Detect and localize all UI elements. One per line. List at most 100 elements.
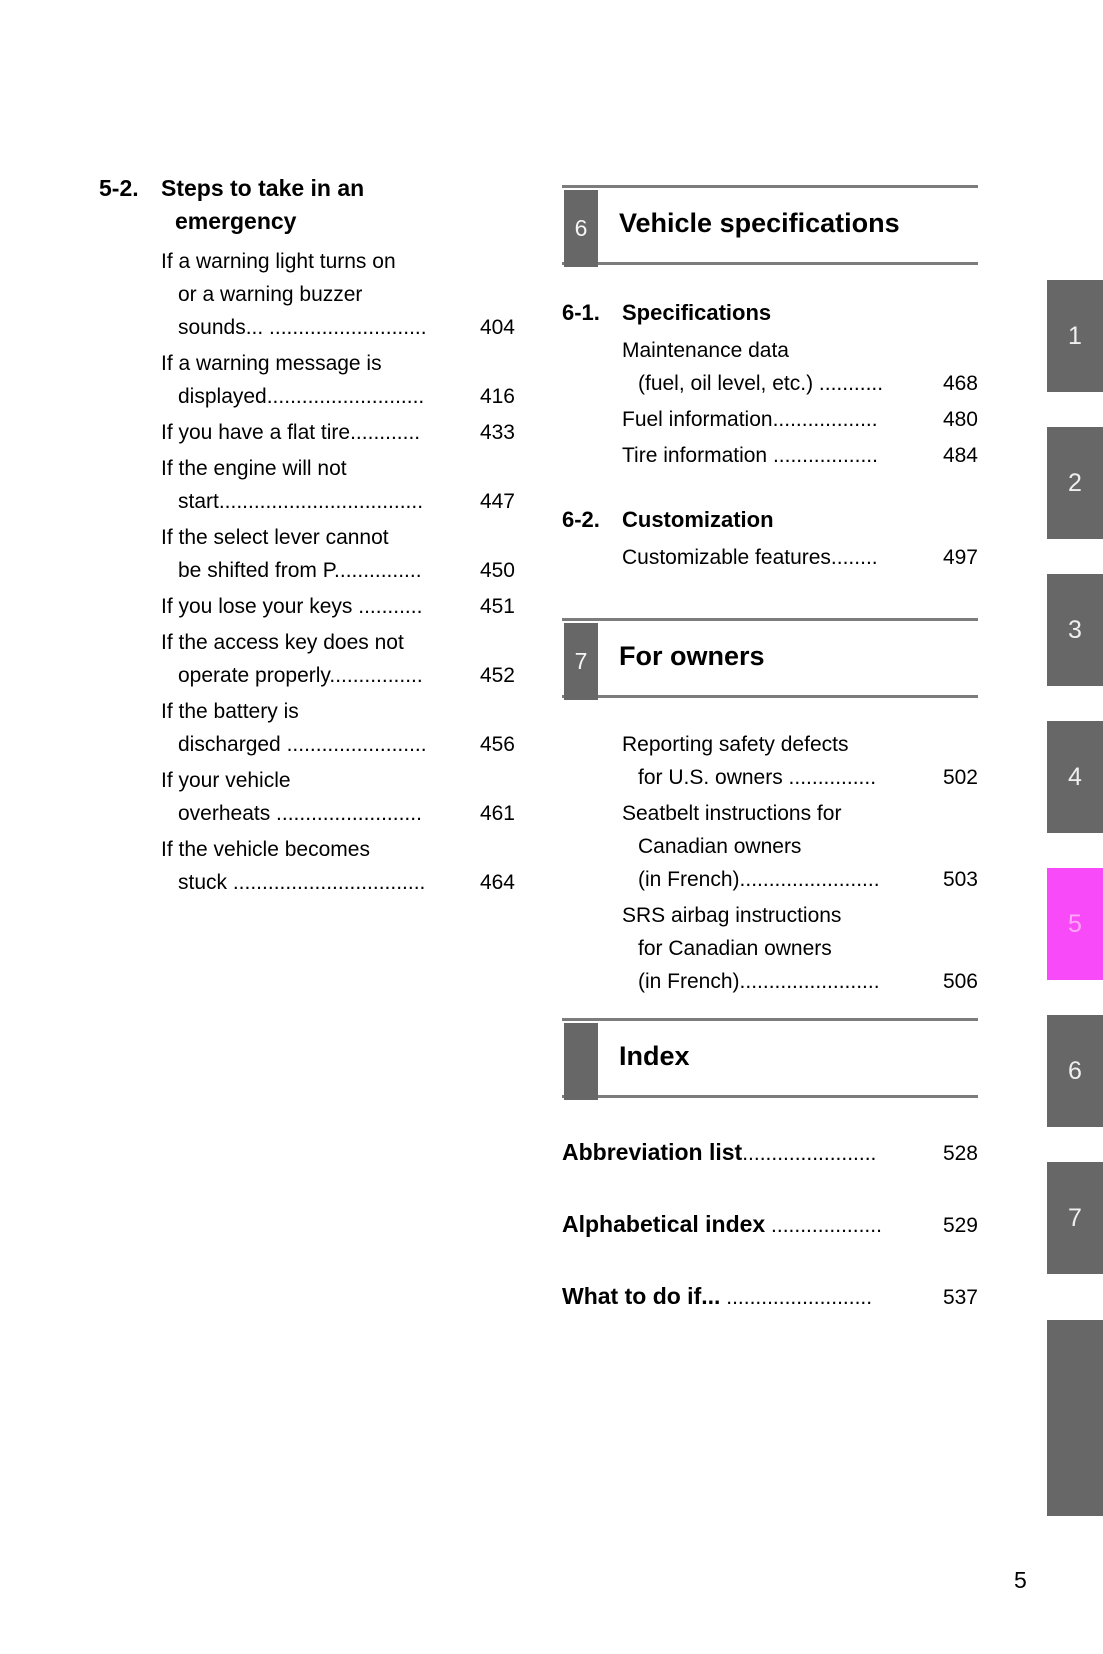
toc-entry-page: 450 xyxy=(479,559,515,582)
index-entry-dots: ......................... xyxy=(720,1286,873,1309)
toc-entry-line: Seatbelt instructions for xyxy=(622,802,842,825)
toc-entry-page: 433 xyxy=(479,421,515,444)
toc-entry-lastline: for U.S. owners ............... 502 xyxy=(638,761,978,794)
toc-entry: If the battery is discharged ............… xyxy=(161,695,515,761)
index-entry-title: Alphabetical index ................... xyxy=(562,1210,882,1240)
section-title-line: Steps to take in an xyxy=(161,175,365,201)
toc-entry-line: Maintenance data xyxy=(622,339,789,362)
toc-entry-lastline: sounds... ........................... 404 xyxy=(178,311,515,344)
chapter-header-6: 6 Vehicle specifications xyxy=(562,185,978,267)
toc-entry-text: If you lose your keys ........... xyxy=(161,595,423,618)
subsection: 6-1. Specifications Maintenance data (fuel,… xyxy=(562,296,978,472)
toc-entry: If the engine will not start.............… xyxy=(161,452,515,518)
toc-entry-page: 461 xyxy=(479,802,515,825)
toc-entry-lastline: displayed........................... 416 xyxy=(178,380,515,413)
side-tab-6: 6 xyxy=(1047,1015,1103,1127)
toc-entry: SRS airbag instructions for Canadian owne… xyxy=(622,899,978,998)
index-entry-dots: ....................... xyxy=(742,1142,877,1165)
toc-entry: Seatbelt instructions for Canadian owners… xyxy=(622,797,978,896)
toc-entry-lastline: operate properly................ 452 xyxy=(178,659,515,692)
subsection-entries: Customizable features........ 497 xyxy=(562,541,978,574)
toc-entry-text: displayed........................... xyxy=(178,385,425,408)
side-tab-label: 5 xyxy=(1068,909,1082,938)
toc-entry: Customizable features........ 497 xyxy=(622,541,978,574)
section-heading: 5-2. Steps to take in an emergency xyxy=(99,172,515,238)
side-tab-7: 7 xyxy=(1047,1162,1103,1274)
toc-entry-lastline: (in French)........................ 503 xyxy=(638,863,978,896)
toc-entry-text: stuck ................................. xyxy=(178,871,426,894)
toc-entry-page: 468 xyxy=(942,372,978,395)
toc-entry-text: If you have a flat tire............ xyxy=(161,421,421,444)
toc-entry-lastline: Tire information .................. 484 xyxy=(622,439,978,472)
side-tab-label: 4 xyxy=(1068,762,1082,791)
index-entry-dots: ................... xyxy=(765,1214,882,1237)
toc-entry-page: 452 xyxy=(479,664,515,687)
toc-entry-line: for Canadian owners xyxy=(638,937,832,960)
toc-entry-page: 416 xyxy=(479,385,515,408)
toc-entry-lastline: discharged ........................ 456 xyxy=(178,728,515,761)
chapter-number-box: 6 xyxy=(564,190,598,267)
index-entry-page: 537 xyxy=(942,1286,978,1309)
toc-entry-page: 447 xyxy=(479,490,515,513)
toc-entry-page: 502 xyxy=(942,766,978,789)
subsection-label: 6-1. xyxy=(562,300,600,325)
toc-entry-lastline: overheats ......................... 461 xyxy=(178,797,515,830)
toc-entry-lastline: start...................................… xyxy=(178,485,515,518)
toc-entry-line: If a warning message is xyxy=(161,352,382,375)
toc-entry-lastline: be shifted from P............... 450 xyxy=(178,554,515,587)
toc-entry: If the access key does not operate proper… xyxy=(161,626,515,692)
subsection-entries: Maintenance data (fuel, oil level, etc.) … xyxy=(562,334,978,472)
section-label: 5-2. xyxy=(99,175,139,201)
toc-entry-text: (fuel, oil level, etc.) ........... xyxy=(638,372,884,395)
side-tab-blank xyxy=(1047,1320,1103,1516)
left-column: 5-2. Steps to take in an emergency If a … xyxy=(99,172,515,902)
side-tab-label: 6 xyxy=(1068,1056,1082,1085)
index-entry: What to do if... .......................… xyxy=(562,1282,978,1312)
toc-entry-line: If the engine will not xyxy=(161,457,347,480)
side-tab-label: 2 xyxy=(1068,468,1082,497)
toc-entry-line: If the access key does not xyxy=(161,631,404,654)
toc-entry-lastline: Fuel information.................. 480 xyxy=(622,403,978,436)
toc-entry-text: overheats ......................... xyxy=(178,802,422,825)
toc-entry-text: operate properly................ xyxy=(178,664,423,687)
toc-entry-line: If the vehicle becomes xyxy=(161,838,370,861)
toc-entries: If a warning light turns on or a warning … xyxy=(99,245,515,899)
toc-entry-lastline: (in French)........................ 506 xyxy=(638,965,978,998)
toc-entry-text: (in French)........................ xyxy=(638,868,880,891)
chapter-header-7: 7 For owners xyxy=(562,618,978,700)
index-entry-label: Alphabetical index xyxy=(562,1211,766,1237)
chapter-title: Vehicle specifications xyxy=(619,208,900,238)
index-entry-label: What to do if... xyxy=(562,1283,721,1309)
toc-entry-lastline: (fuel, oil level, etc.) ........... 468 xyxy=(638,367,978,400)
toc-entry: Maintenance data (fuel, oil level, etc.) … xyxy=(622,334,978,400)
index-header: Index xyxy=(562,1018,978,1100)
toc-entry-text: Tire information .................. xyxy=(622,444,878,467)
chapter-title: Index xyxy=(619,1041,690,1071)
index-entry: Abbreviation list.......................… xyxy=(562,1138,978,1168)
toc-entry-text: discharged ........................ xyxy=(178,733,427,756)
toc-entry-page: 451 xyxy=(479,595,515,618)
toc-entry-text: Fuel information.................. xyxy=(622,408,878,431)
toc-entry-page: 480 xyxy=(942,408,978,431)
chapter-title: For owners xyxy=(619,641,765,671)
index-entry-title: Abbreviation list....................... xyxy=(562,1138,876,1168)
toc-entry-line: If the select lever cannot xyxy=(161,526,389,549)
toc-entry: Reporting safety defects for U.S. owners … xyxy=(622,728,978,794)
toc-entry-line: If your vehicle xyxy=(161,769,291,792)
toc-entry-page: 497 xyxy=(942,546,978,569)
toc-entry: Fuel information.................. 480 xyxy=(622,403,978,436)
index-entries: Abbreviation list.......................… xyxy=(562,1138,978,1312)
toc-entry-text: sounds... ........................... xyxy=(178,316,427,339)
toc-entry-text: be shifted from P............... xyxy=(178,559,422,582)
toc-entry-line: or a warning buzzer xyxy=(178,283,363,306)
toc-entry-page: 464 xyxy=(479,871,515,894)
toc-entry: If you have a flat tire............ 433 xyxy=(161,416,515,449)
section-title: Steps to take in an emergency xyxy=(161,172,364,238)
subsection-title: Customization xyxy=(622,507,774,532)
toc-entry-line: If a warning light turns on xyxy=(161,250,396,273)
toc-entry-line: Canadian owners xyxy=(638,835,802,858)
side-tab-1: 1 xyxy=(1047,280,1103,392)
toc-entry-page: 456 xyxy=(479,733,515,756)
subsection-heading: 6-2. Customization xyxy=(562,503,978,536)
